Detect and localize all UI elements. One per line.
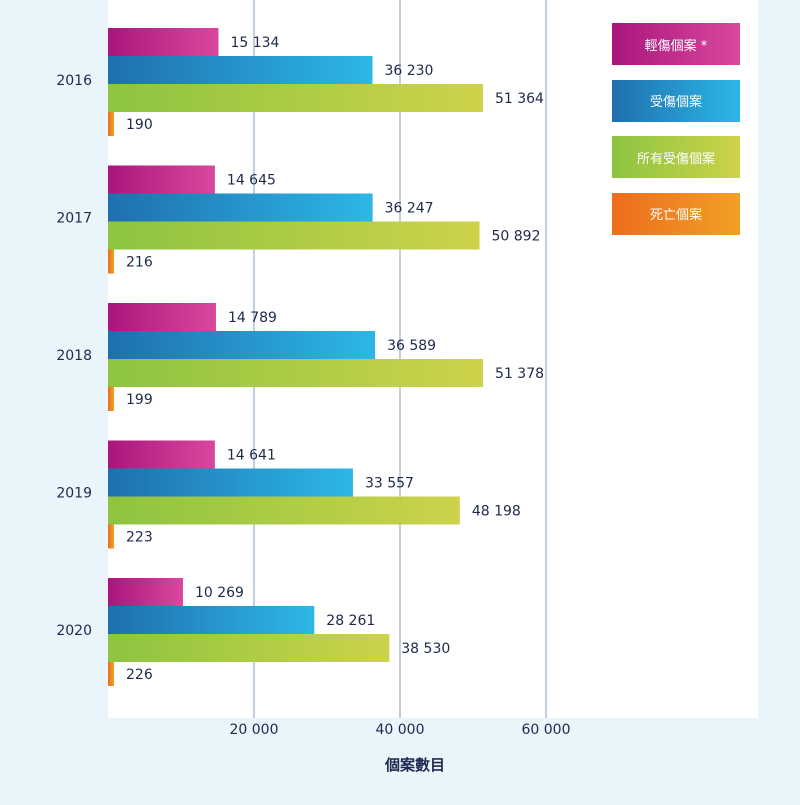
y-tick-label: 2018	[56, 348, 92, 364]
data-label: 36 247	[385, 201, 434, 217]
legend: 輕傷個案 * 受傷個案所有受傷個案 死亡個案	[612, 23, 740, 249]
legend-item: 死亡個案	[612, 192, 740, 235]
data-label: 199	[126, 392, 153, 408]
data-label: 15 134	[230, 35, 279, 51]
bar	[108, 249, 114, 274]
x-tick-label: 20 000	[230, 722, 279, 738]
bar	[108, 468, 353, 497]
bar	[108, 84, 483, 112]
data-label: 190	[126, 117, 153, 133]
y-tick-label: 2019	[56, 486, 92, 502]
data-label: 14 789	[228, 310, 277, 326]
bar	[108, 606, 315, 634]
data-label: 14 645	[227, 173, 276, 189]
bar	[108, 331, 376, 359]
data-label: 38 530	[401, 641, 450, 657]
bar	[108, 221, 480, 250]
data-label: 223	[126, 530, 153, 546]
bar	[108, 165, 215, 194]
bar	[108, 440, 215, 469]
data-label: 33 557	[365, 476, 414, 492]
bar	[108, 56, 373, 84]
y-tick-label: 2020	[56, 623, 92, 639]
data-label: 51 364	[495, 91, 544, 107]
data-label: 14 641	[227, 448, 276, 464]
data-label: 50 892	[492, 229, 541, 245]
y-tick-label: 2017	[56, 211, 92, 227]
legend-item: 所有受傷個案	[612, 136, 740, 178]
data-label: 10 269	[195, 585, 244, 601]
bar	[108, 662, 114, 686]
data-label: 226	[126, 667, 153, 683]
x-axis-title: 個案數目	[384, 756, 445, 774]
data-label: 28 261	[326, 613, 375, 629]
y-tick-label: 2016	[56, 73, 92, 89]
bar	[108, 28, 219, 56]
data-label: 48 198	[472, 504, 521, 520]
bar	[108, 387, 114, 411]
data-label: 36 589	[387, 338, 436, 354]
x-tick-label: 60 000	[522, 722, 571, 738]
data-label: 51 378	[495, 366, 544, 382]
bar	[108, 112, 114, 136]
x-tick-label: 40 000	[376, 722, 425, 738]
bar	[108, 496, 460, 525]
bar	[108, 303, 216, 331]
bar	[108, 634, 390, 662]
bar	[108, 578, 183, 606]
data-label: 216	[126, 255, 153, 271]
bar	[108, 524, 114, 549]
data-label: 36 230	[384, 63, 433, 79]
bar	[108, 193, 373, 222]
legend-item: 輕傷個案 *	[612, 23, 740, 65]
bar	[108, 359, 484, 387]
legend-item: 受傷個案	[612, 79, 740, 122]
